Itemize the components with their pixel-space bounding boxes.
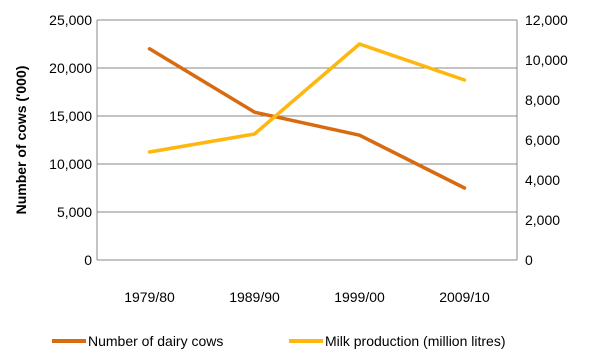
right-tick-label: 0 bbox=[525, 252, 533, 268]
series-lines bbox=[147, 42, 467, 190]
right-tick-label: 12,000 bbox=[525, 12, 568, 28]
series-line-2 bbox=[147, 42, 467, 154]
y-axis-title: Number of cows ('000) bbox=[13, 66, 29, 215]
left-tick-label: 20,000 bbox=[49, 60, 92, 76]
x-tick-label: 2009/10 bbox=[439, 289, 490, 305]
legend-label: Milk production (million litres) bbox=[325, 333, 506, 349]
left-tick-label: 5,000 bbox=[57, 204, 92, 220]
x-axis-ticks: 1979/80 1989/90 1999/00 2009/10 bbox=[124, 289, 490, 305]
right-axis-ticks: 0 2,000 4,000 6,000 8,000 10,000 12,000 bbox=[525, 12, 568, 268]
right-tick-label: 10,000 bbox=[525, 52, 568, 68]
left-axis-ticks: 0 5,000 10,000 15,000 20,000 25,000 bbox=[49, 12, 92, 268]
x-tick-label: 1999/00 bbox=[334, 289, 385, 305]
left-tick-label: 10,000 bbox=[49, 156, 92, 172]
right-tick-label: 2,000 bbox=[525, 212, 560, 228]
x-tick-label: 1989/90 bbox=[229, 289, 280, 305]
x-tick-label: 1979/80 bbox=[124, 289, 175, 305]
legend-label: Number of dairy cows bbox=[88, 333, 223, 349]
gridlines bbox=[97, 19, 517, 213]
right-tick-label: 8,000 bbox=[525, 92, 560, 108]
series-line-1 bbox=[147, 47, 467, 190]
left-tick-label: 0 bbox=[84, 252, 92, 268]
right-tick-label: 6,000 bbox=[525, 132, 560, 148]
left-tick-label: 15,000 bbox=[49, 108, 92, 124]
left-tick-label: 25,000 bbox=[49, 12, 92, 28]
legend: Number of dairy cows Milk production (mil… bbox=[52, 333, 506, 349]
axes bbox=[96, 20, 518, 261]
right-tick-label: 4,000 bbox=[525, 172, 560, 188]
